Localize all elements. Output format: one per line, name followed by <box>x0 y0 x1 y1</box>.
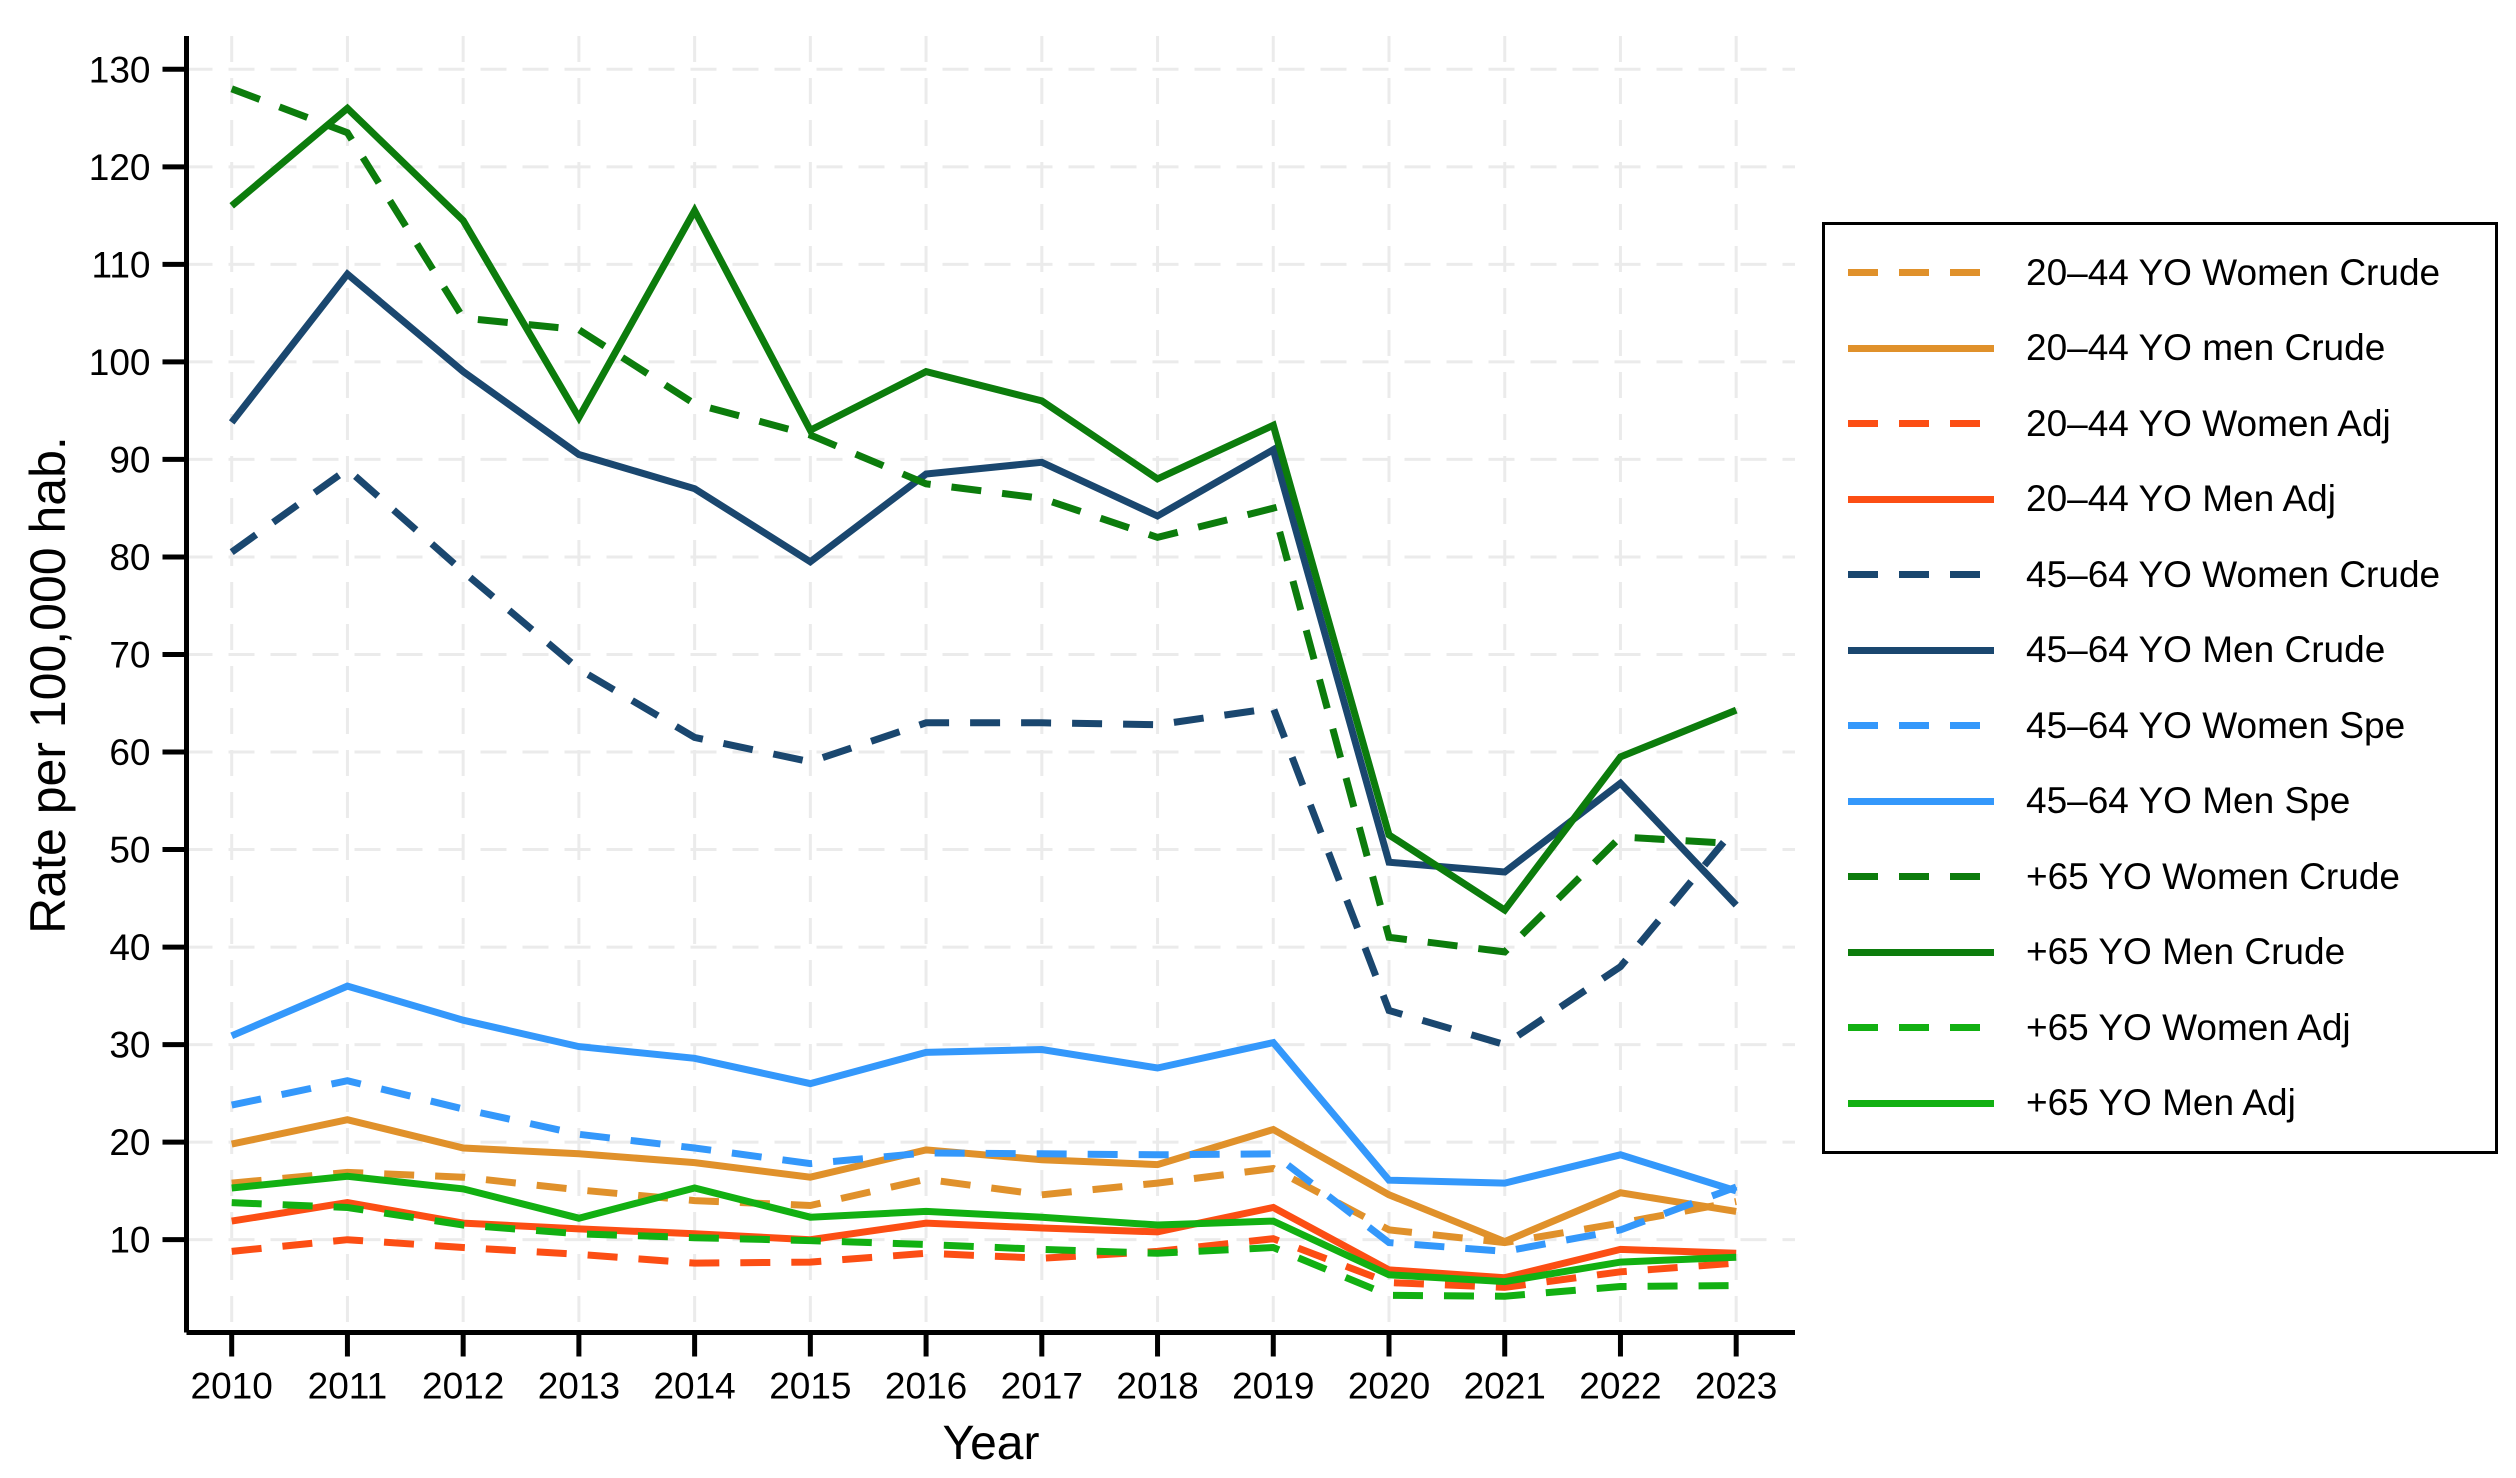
legend-solid-line-swatch <box>1848 948 1994 956</box>
legend-item: 45–64 YO Women Crude <box>1825 554 2495 596</box>
y-tick-label: 90 <box>109 439 150 480</box>
legend-item: 20–44 YO Women Adj <box>1825 403 2495 445</box>
series-line-2 <box>230 1116 1737 1246</box>
legend-item-label: +65 YO Women Crude <box>2026 855 2400 897</box>
legend-dashed-line-swatch <box>1848 722 1994 730</box>
y-tick-label: 130 <box>89 49 151 90</box>
x-tick-label: 2014 <box>653 1366 735 1407</box>
y-tick-label: 60 <box>109 732 150 773</box>
series-line-4 <box>231 1199 1737 1282</box>
x-tick-label: 2018 <box>1116 1366 1198 1407</box>
legend-item: 20–44 YO Men Adj <box>1825 478 2495 520</box>
y-tick-label: 80 <box>109 537 150 578</box>
series-line-6 <box>228 269 1739 908</box>
legend-item: +65 YO Men Adj <box>1825 1082 2495 1124</box>
x-tick-label: 2016 <box>885 1366 967 1407</box>
legend-item-label: 45–64 YO Men Crude <box>2026 629 2386 671</box>
series-line-10 <box>229 103 1738 915</box>
legend: 20–44 YO Women Crude 20–44 YO men Crude 20… <box>1822 222 2498 1154</box>
y-tick-label: 10 <box>109 1220 150 1261</box>
x-tick-label: 2011 <box>308 1366 388 1407</box>
axes: 10 20 30 40 50 60 70 80 90 100 110 120 130 2010 2011 20… <box>89 36 1795 1407</box>
y-tick-label: 40 <box>109 927 150 968</box>
legend-item-label: 20–44 YO Women Crude <box>2026 251 2441 293</box>
legend-dashed-line-swatch <box>1848 873 1994 881</box>
x-tick-label: 2019 <box>1232 1366 1314 1407</box>
x-tick-label: 2023 <box>1695 1366 1777 1407</box>
legend-item-label: 20–44 YO Women Adj <box>2026 402 2391 444</box>
legend-item-label: 45–64 YO Women Spe <box>2026 704 2406 746</box>
x-tick-label: 2020 <box>1348 1366 1430 1407</box>
legend-item: +65 YO Women Adj <box>1825 1007 2495 1049</box>
x-tick-label: 2010 <box>191 1366 273 1407</box>
legend-dashed-line-swatch <box>1848 420 1994 428</box>
legend-item-label: +65 YO Women Adj <box>2026 1006 2351 1048</box>
x-tick-label: 2021 <box>1464 1366 1546 1407</box>
y-axis-title: Rate per 100,000 hab. <box>20 436 76 934</box>
legend-dashed-line-swatch <box>1848 571 1994 579</box>
legend-item: 20–44 YO Women Crude <box>1825 252 2495 294</box>
gridlines <box>186 36 1795 1333</box>
y-tick-label: 120 <box>89 147 151 188</box>
legend-item-label: 45–64 YO Women Crude <box>2026 553 2441 595</box>
legend-item-label: 20–44 YO men Crude <box>2026 327 2386 369</box>
x-tick-label: 2012 <box>422 1366 504 1407</box>
legend-item-label: +65 YO Men Adj <box>2026 1082 2296 1124</box>
legend-item: 45–64 YO Women Spe <box>1825 705 2495 747</box>
legend-item: 45–64 YO Men Spe <box>1825 780 2495 822</box>
legend-solid-line-swatch <box>1848 344 1994 352</box>
x-tick-label: 2013 <box>538 1366 620 1407</box>
y-tick-label: 50 <box>109 830 150 871</box>
legend-item-label: 45–64 YO Men Spe <box>2026 780 2351 822</box>
series-line-5 <box>229 464 1739 1049</box>
x-axis-title: Year <box>942 1417 1040 1470</box>
legend-item: +65 YO Men Crude <box>1825 931 2495 973</box>
series-line-9 <box>230 85 1737 956</box>
y-tick-label: 100 <box>89 342 151 383</box>
y-tick-label: 30 <box>109 1025 150 1066</box>
x-tick-label: 2022 <box>1579 1366 1661 1407</box>
y-tick-label: 20 <box>109 1122 150 1163</box>
series-line-7 <box>230 1077 1738 1255</box>
series-line-1 <box>231 1164 1737 1247</box>
legend-item: 45–64 YO Men Crude <box>1825 629 2495 671</box>
series-line-12 <box>231 1172 1737 1286</box>
series-line-8 <box>230 982 1738 1195</box>
legend-solid-line-swatch <box>1848 646 1994 654</box>
legend-solid-line-swatch <box>1848 1099 1994 1107</box>
legend-item: +65 YO Women Crude <box>1825 856 2495 898</box>
y-tick-label: 70 <box>109 634 150 675</box>
legend-item-label: +65 YO Men Crude <box>2026 931 2346 973</box>
legend-item-label: 20–44 YO Men Adj <box>2026 478 2336 520</box>
y-tick-label: 110 <box>92 244 151 285</box>
legend-dashed-line-swatch <box>1848 269 1994 277</box>
x-tick-label: 2017 <box>1001 1366 1083 1407</box>
legend-item: 20–44 YO men Crude <box>1825 327 2495 369</box>
legend-solid-line-swatch <box>1848 797 1994 805</box>
legend-dashed-line-swatch <box>1848 1024 1994 1032</box>
x-tick-label: 2015 <box>769 1366 851 1407</box>
legend-solid-line-swatch <box>1848 495 1994 503</box>
